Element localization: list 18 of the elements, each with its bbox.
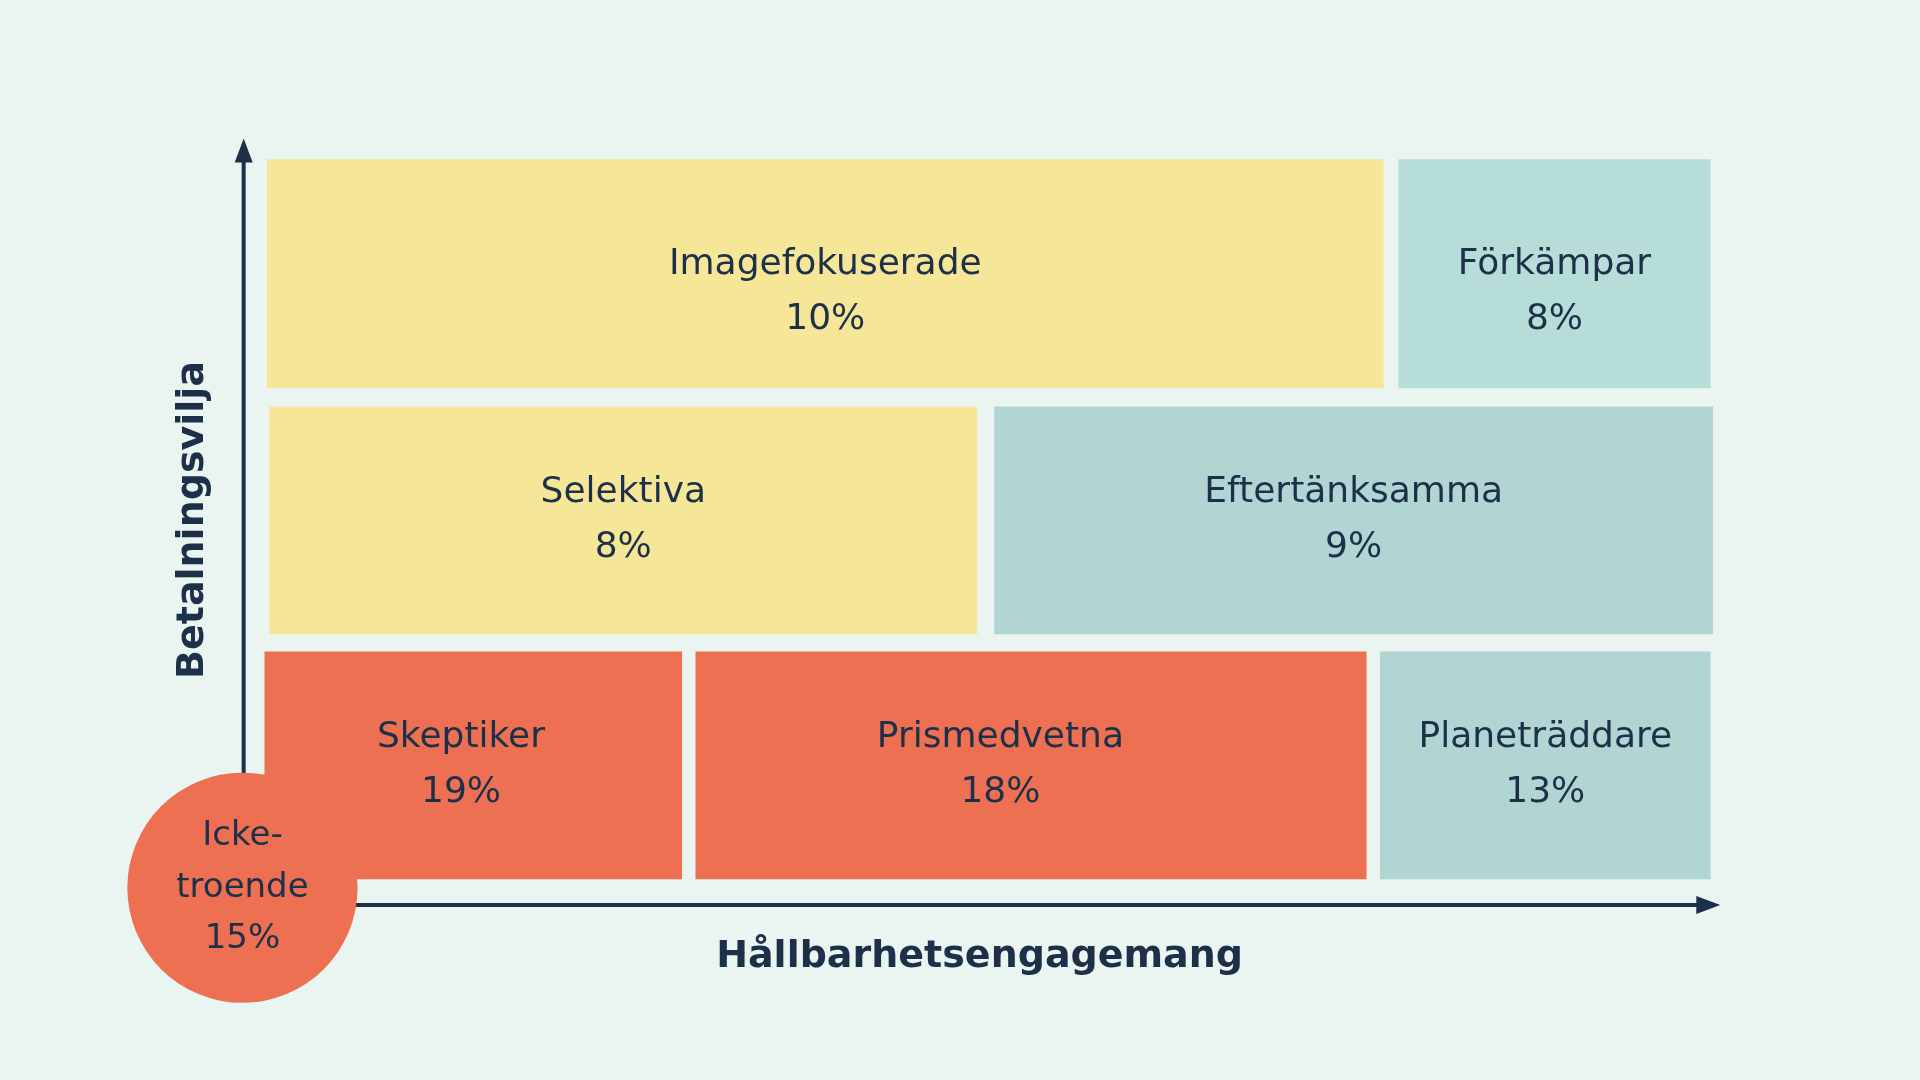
data-label: 8% bbox=[594, 524, 652, 566]
data-label: 15% bbox=[204, 916, 281, 957]
category-label: Eftertänksamma bbox=[1204, 469, 1504, 511]
text: Hållbarhetsengagemang bbox=[716, 931, 1243, 976]
data-label: 18% bbox=[960, 769, 1041, 811]
data-label: 13% bbox=[1505, 769, 1586, 811]
category-label: Imagefokuserade bbox=[668, 241, 982, 283]
category-label: Prismedvetna bbox=[876, 714, 1124, 756]
data-label: 19% bbox=[421, 769, 502, 811]
category-label: Selektiva bbox=[540, 469, 707, 511]
category-label: Planeträddare bbox=[1418, 714, 1673, 756]
data-label: 8% bbox=[1525, 295, 1584, 337]
category-label: Skeptiker bbox=[377, 714, 546, 756]
data-label: 10% bbox=[785, 295, 866, 337]
category-label: Förkämpar bbox=[1457, 241, 1652, 283]
data-label: 9% bbox=[1325, 524, 1383, 566]
text: Betalningsvilja bbox=[167, 361, 212, 680]
category-label: Icke-troende bbox=[176, 812, 309, 905]
